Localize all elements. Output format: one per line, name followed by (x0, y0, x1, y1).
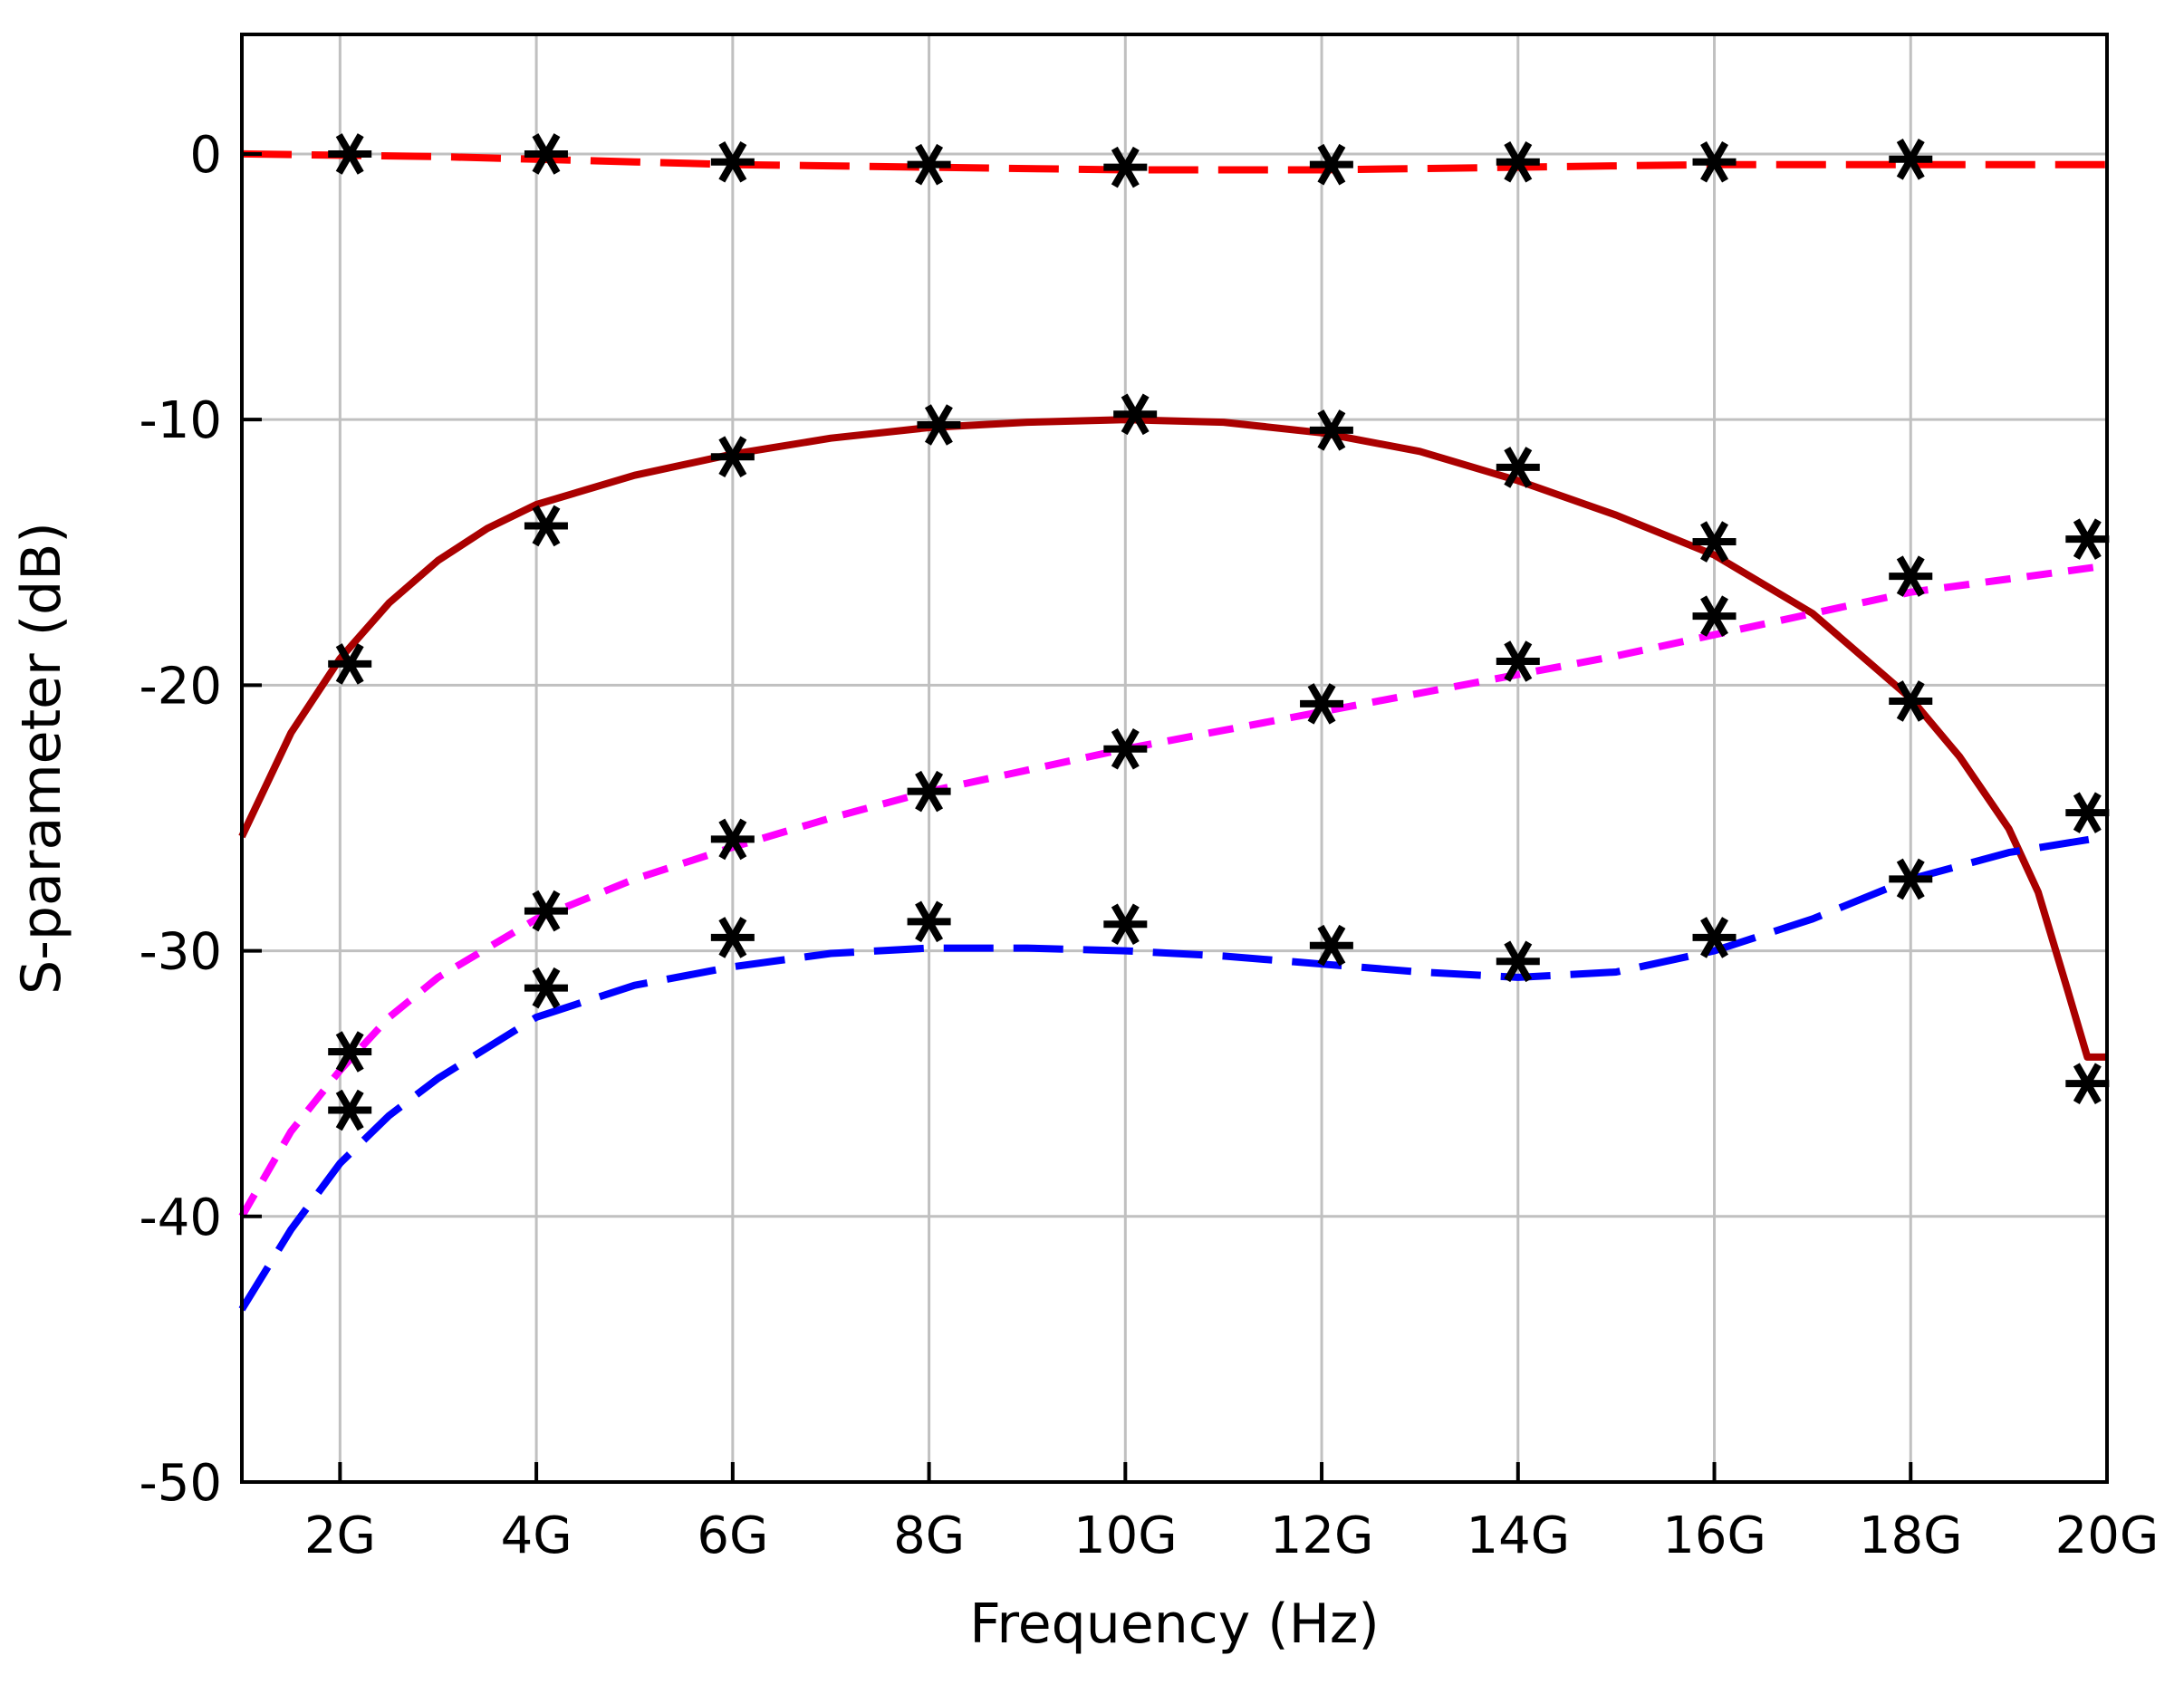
x-tick-label: 12G (1270, 1506, 1374, 1565)
asterisk-marker (917, 404, 961, 446)
plot-frame (240, 33, 2109, 1484)
asterisk-marker (1103, 903, 1148, 946)
asterisk-marker (710, 436, 755, 477)
asterisk-marker (1496, 140, 1540, 183)
asterisk-marker (1692, 595, 1737, 637)
x-tick-label: 4G (501, 1506, 572, 1565)
asterisk-marker (1496, 640, 1540, 682)
x-axis-title: Frequency (Hz) (969, 1593, 1379, 1656)
asterisk-marker (524, 505, 568, 547)
y-tick-label: -50 (140, 1454, 222, 1513)
asterisk-marker (1496, 940, 1540, 983)
asterisk-marker (328, 1089, 372, 1131)
asterisk-marker (710, 917, 755, 958)
asterisk-marker (1309, 924, 1353, 967)
y-tick-label: -40 (140, 1189, 222, 1247)
x-tick-label: 2G (304, 1506, 376, 1565)
asterisk-marker (1103, 727, 1148, 770)
asterisk-marker (907, 900, 951, 943)
asterisk-marker (2065, 792, 2110, 833)
y-tick-label: -30 (140, 923, 222, 982)
asterisk-marker (1309, 143, 1353, 186)
series-layer (238, 149, 2108, 1312)
x-tick-label: 18G (1859, 1506, 1963, 1565)
asterisk-marker (710, 818, 755, 861)
marker-layer (328, 133, 2110, 1131)
series-line-3 (238, 562, 2108, 1218)
asterisk-marker (1496, 447, 1540, 488)
x-tick-label: 16G (1662, 1506, 1766, 1565)
asterisk-marker (1113, 393, 1158, 436)
asterisk-marker (2065, 1063, 2110, 1104)
y-tick-label: -10 (140, 391, 222, 450)
asterisk-marker (328, 1031, 372, 1073)
asterisk-marker (524, 967, 568, 1009)
series-line-1 (241, 149, 2107, 174)
tick-layer: 2G 4G 6G 8G 10G 12G 14G 16G 18G 20G 0 -10 -20 -30 -40 -… (140, 126, 2160, 1565)
asterisk-marker (1889, 858, 1933, 900)
y-axis-title: S-parameter (dB) (10, 522, 73, 995)
x-tick-label: 10G (1073, 1506, 1178, 1565)
asterisk-marker (1309, 409, 1353, 451)
asterisk-marker (1889, 555, 1933, 597)
asterisk-marker (1692, 917, 1737, 958)
x-tick-label: 20G (2055, 1506, 2160, 1565)
asterisk-marker (1103, 146, 1148, 188)
asterisk-marker (1692, 521, 1737, 563)
grid (242, 34, 2109, 1484)
asterisk-marker (2065, 518, 2110, 560)
asterisk-marker (328, 133, 372, 175)
asterisk-marker (1889, 139, 1933, 180)
asterisk-marker (1692, 140, 1737, 183)
asterisk-marker (907, 143, 951, 186)
x-tick-label: 6G (697, 1506, 768, 1565)
asterisk-marker (907, 770, 951, 813)
y-tick-label: 0 (189, 126, 222, 185)
y-tick-label: -20 (140, 657, 222, 716)
asterisk-marker (524, 890, 568, 932)
asterisk-marker (524, 133, 568, 175)
series-line-2 (238, 416, 2107, 1061)
x-tick-label: 14G (1466, 1506, 1570, 1565)
asterisk-marker (328, 643, 372, 685)
x-tick-label: 8G (893, 1506, 965, 1565)
asterisk-marker (1889, 680, 1933, 722)
asterisk-marker (710, 140, 755, 183)
asterisk-marker (1300, 683, 1344, 725)
series-line-4 (238, 833, 2108, 1312)
